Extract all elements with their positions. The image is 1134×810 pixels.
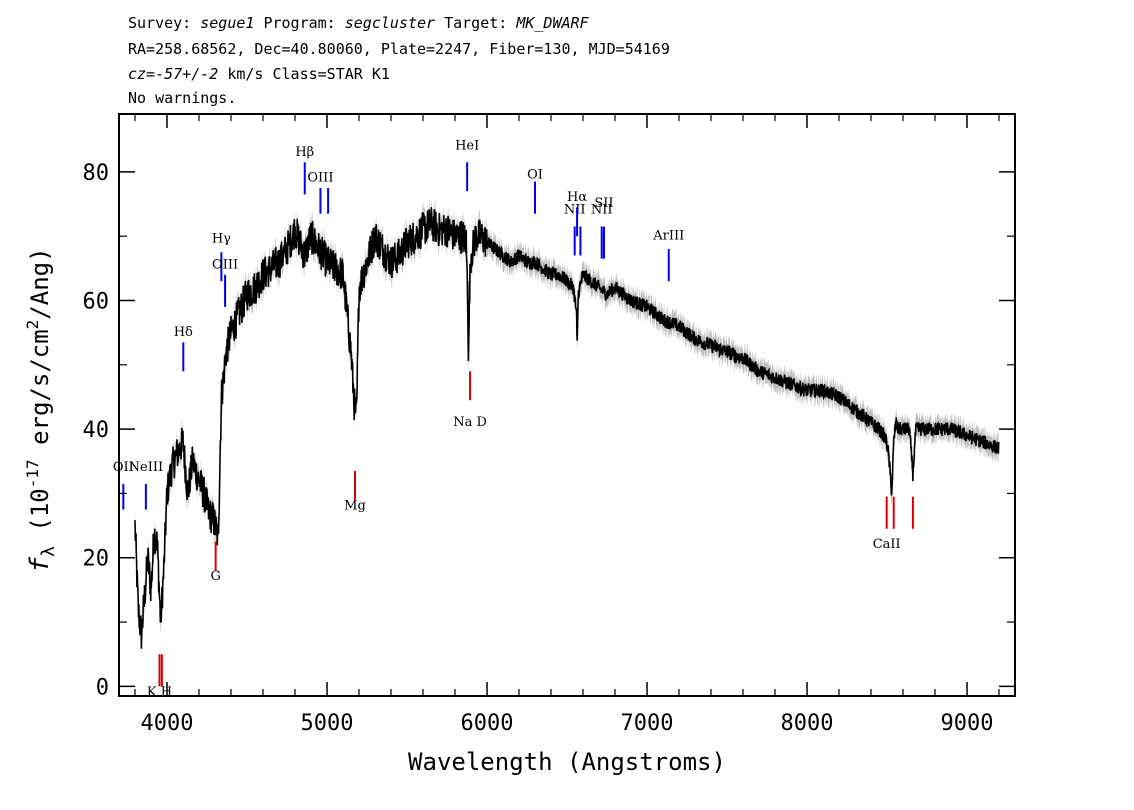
spectral-line-label: NII — [564, 203, 586, 218]
header-redshift-class-line: cz=-57+/-2 km/s Class=STAR K1 — [128, 65, 390, 83]
header-text-segment: Program: — [254, 14, 344, 32]
plot-area: OIINeIIIHδHγOIIIHβOIIIHeIOINIIHαNIISIIAr… — [83, 113, 1016, 736]
spectrum-line — [134, 207, 1000, 649]
spectral-line-label: NeIII — [129, 460, 163, 475]
spectral-line-label: CaII — [873, 537, 901, 552]
spectral-line-label: OIII — [307, 171, 333, 186]
axis-ticks: 4000 5000 6000 7000 8000 9000 0 20 40 60 80 — [83, 114, 1015, 736]
spectral-line-label: NII — [591, 203, 613, 218]
x-tick-label: 5000 — [301, 711, 354, 736]
error-band-area — [135, 196, 999, 659]
spectral-line-label: Hγ — [212, 232, 231, 247]
spectral-line-label: Hδ — [174, 325, 193, 340]
spectral-line-label: Hβ — [295, 145, 314, 160]
header-survey-line: Survey: segue1 Program: segcluster Targe… — [128, 14, 590, 32]
header-text-segment: Target: — [435, 14, 516, 32]
spectral-line-label: Na D — [453, 415, 487, 430]
y-tick-label: 60 — [83, 289, 110, 314]
header-warnings-line: No warnings. — [128, 89, 236, 107]
y-axis-label-part: -17 — [23, 459, 42, 488]
header-text-segment: cz=-57+/-2 — [128, 65, 218, 83]
y-tick-label: 20 — [83, 547, 110, 572]
header-text-segment: segue1 — [200, 14, 254, 32]
header-text-segment: km/s Class=STAR K1 — [218, 65, 390, 83]
spectral-line-label: Hα — [567, 190, 587, 205]
spectral-line-label: SII — [594, 196, 613, 211]
line-markers: OIINeIIIHδHγOIIIHβOIIIHeIOINIIHαNIISIIAr… — [113, 138, 914, 700]
header-coordinates-line: RA=258.68562, Dec=40.80060, Plate=2247, … — [128, 40, 670, 58]
x-tick-label: 8000 — [781, 711, 834, 736]
y-axis-label-part: (10 — [26, 488, 54, 546]
x-tick-label: 6000 — [461, 711, 514, 736]
header-text-segment: Survey: — [128, 14, 200, 32]
y-axis-label-part: f — [25, 557, 55, 573]
header-text-segment: MK_DWARF — [515, 14, 589, 32]
spectral-line-label: ArIII — [652, 228, 684, 243]
x-tick-label: 4000 — [141, 711, 194, 736]
spectral-line-label: OIII — [212, 257, 238, 272]
y-tick-label: 80 — [83, 161, 110, 186]
x-axis-label: Wavelength (Angstroms) — [408, 748, 726, 776]
y-axis-label-part: erg/s/cm — [26, 329, 54, 459]
spectral-line-label: HeI — [455, 138, 479, 153]
y-axis-label: fλ (10-17 erg/s/cm2/Ang) — [23, 247, 59, 572]
plot-frame — [118, 113, 1016, 697]
spectral-line-label: G — [210, 569, 220, 584]
chart-header: Survey: segue1 Program: segcluster Targe… — [128, 14, 670, 107]
y-tick-label: 0 — [96, 675, 109, 700]
error-band — [135, 196, 999, 659]
spectral-line-label: K H — [147, 685, 172, 700]
spectrum-series — [134, 207, 1000, 649]
y-axis-label-part: /Ang) — [26, 247, 54, 319]
spectral-line-label: OI — [527, 167, 543, 182]
x-tick-label: 9000 — [941, 711, 994, 736]
spectral-line-label: Mg — [344, 499, 366, 514]
header-text-segment: segcluster — [345, 14, 435, 32]
x-tick-label: 7000 — [621, 711, 674, 736]
y-axis-label-part: 2 — [23, 320, 42, 330]
y-tick-label: 40 — [83, 418, 110, 443]
y-axis-label-part: λ — [38, 546, 59, 557]
